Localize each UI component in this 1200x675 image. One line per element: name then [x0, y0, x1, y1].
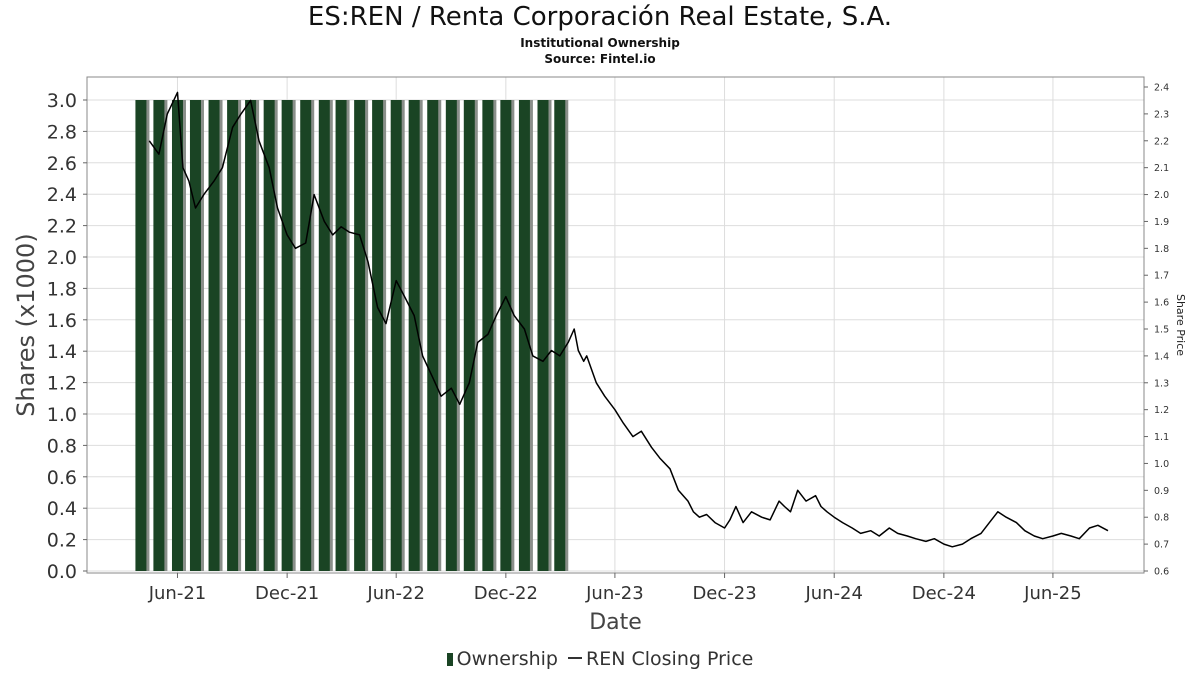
legend-price-label: REN Closing Price — [586, 648, 754, 670]
ownership-bar — [427, 100, 439, 571]
y-tick-label: 2.4 — [47, 184, 77, 206]
legend-bar-swatch — [446, 653, 453, 666]
x-tick-label: Dec-24 — [912, 583, 976, 604]
y2-tick-label: 0.7 — [1154, 540, 1169, 551]
y-tick-label: 2.2 — [47, 216, 77, 238]
ownership-bar — [171, 100, 183, 571]
ownership-bars — [135, 100, 569, 571]
y2-tick-label: 1.2 — [1154, 405, 1169, 416]
plot-frame — [86, 76, 1145, 574]
y2-tick-label: 1.3 — [1154, 378, 1169, 389]
ownership-bar — [354, 100, 366, 571]
y2-tick-label: 2.2 — [1154, 136, 1169, 147]
y-tick-label: 1.2 — [47, 373, 77, 395]
chart-source: Source: Fintel.io — [544, 52, 656, 66]
x-tick-label: Jun-23 — [585, 583, 644, 604]
y2-tick-label: 1.4 — [1154, 351, 1169, 362]
x-tick-label: Dec-22 — [474, 583, 538, 604]
y2-tick-label: 1.8 — [1154, 244, 1169, 255]
ownership-bar — [227, 100, 239, 571]
x-axis-label: Date — [589, 610, 642, 635]
y-tick-label: 0.8 — [47, 435, 77, 457]
ownership-bar — [318, 100, 330, 571]
x-axis: Jun-21 Dec-21 Jun-22 Dec-22 Jun-23 Dec-23 Jun-… — [148, 573, 1082, 604]
y2-tick-label: 1.1 — [1154, 432, 1169, 443]
y2-tick-label: 1.0 — [1154, 459, 1169, 470]
ownership-bar — [245, 100, 257, 571]
y-tick-label: 2.6 — [47, 153, 77, 175]
ownership-bar — [153, 100, 165, 571]
x-tick-label: Dec-23 — [692, 583, 756, 604]
y2-tick-label: 1.7 — [1154, 271, 1169, 282]
y2-tick-label: 2.1 — [1154, 163, 1169, 174]
x-tick-label: Jun-25 — [1023, 583, 1082, 604]
y2-tick-label: 2.0 — [1154, 190, 1169, 201]
y2-tick-label: 0.9 — [1154, 486, 1169, 497]
y2-tick-label: 0.8 — [1154, 513, 1169, 524]
legend-ownership: Ownership — [446, 648, 558, 670]
ownership-bar — [208, 100, 220, 571]
y2-tick-label: 2.4 — [1154, 83, 1169, 94]
ownership-bar — [372, 100, 384, 571]
ownership-bar — [463, 100, 475, 571]
y-tick-label: 1.6 — [47, 310, 77, 332]
y2-tick-label: 2.3 — [1154, 109, 1169, 120]
legend-line-swatch — [568, 657, 583, 659]
y-tick-label: 1.4 — [47, 341, 77, 363]
y-tick-label: 2.0 — [47, 247, 77, 269]
price-line — [148, 91, 1109, 548]
ownership-bar — [189, 100, 201, 571]
y-tick-label: 2.8 — [47, 121, 77, 143]
ownership-bar — [281, 100, 293, 571]
x-tick-label: Jun-24 — [804, 583, 863, 604]
y-tick-label: 1.8 — [47, 278, 77, 300]
y-tick-label: 3.0 — [47, 90, 77, 112]
ownership-bar — [500, 100, 512, 571]
y2-tick-label: 1.5 — [1154, 325, 1169, 336]
ownership-bar — [518, 100, 530, 571]
legend: Ownership REN Closing Price — [0, 648, 1200, 670]
x-tick-label: Dec-21 — [255, 583, 319, 604]
ownership-bar — [300, 100, 312, 571]
y-tick-label: 0.0 — [47, 561, 77, 583]
y2-tick-label: 0.6 — [1154, 567, 1169, 578]
chart-subtitle: Institutional Ownership — [520, 36, 680, 50]
ownership-bar — [554, 100, 566, 571]
ownership-bar — [408, 100, 420, 571]
y-tick-label: 0.4 — [47, 498, 77, 520]
x-tick-label: Jun-22 — [366, 583, 425, 604]
y2-tick-label: 1.6 — [1154, 298, 1169, 309]
legend-ownership-label: Ownership — [456, 648, 558, 670]
y-axis-left: 0.0 0.2 0.4 0.6 0.8 1.0 1.2 1.4 1.6 1.8 2.0 2.2 2.4 2… — [47, 90, 87, 583]
ownership-bar — [482, 100, 494, 571]
ownership-bar — [135, 100, 147, 571]
ownership-bar — [445, 100, 457, 571]
y-axis-right: 0.6 0.7 0.8 0.9 1.0 1.1 1.2 1.3 1.4 1.5 1.6 1.7 1.8 1… — [1144, 83, 1169, 578]
y-tick-label: 1.0 — [47, 404, 77, 426]
chart-title: ES:REN / Renta Corporación Real Estate, … — [307, 2, 893, 32]
y-tick-label: 0.6 — [47, 467, 77, 489]
price-line-group — [148, 91, 1109, 548]
ownership-bar — [335, 100, 347, 571]
legend-price: REN Closing Price — [568, 648, 753, 670]
ownership-bar — [263, 100, 275, 571]
ownership-bar — [390, 100, 402, 571]
y2-axis-label: Share Price — [1174, 294, 1187, 356]
y2-tick-label: 1.9 — [1154, 217, 1169, 228]
y-axis-label: Shares (x1000) — [12, 233, 40, 416]
ownership-bar — [537, 100, 549, 571]
y-tick-label: 0.2 — [47, 530, 77, 552]
x-tick-label: Jun-21 — [148, 583, 207, 604]
